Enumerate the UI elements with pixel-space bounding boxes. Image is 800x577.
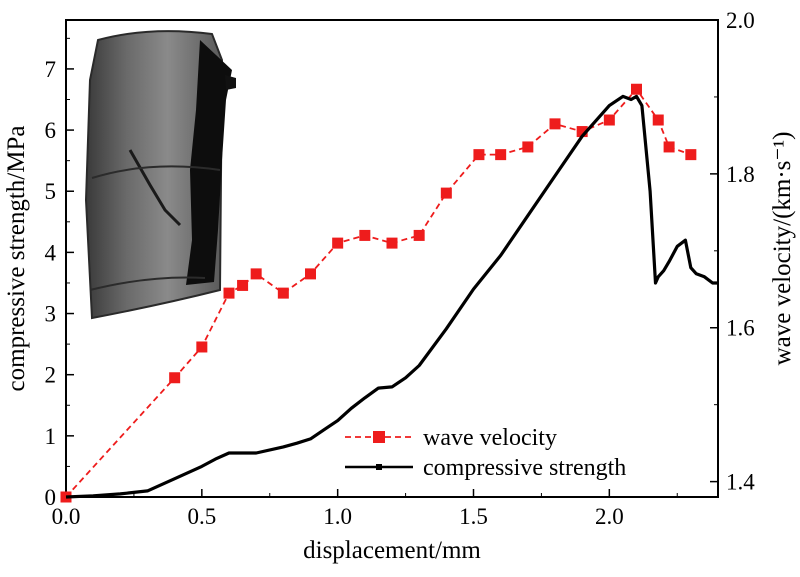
specimen-crack-ring-top [91, 165, 221, 179]
y-left-axis-title: compressive strength/MPa [3, 126, 30, 392]
y-left-tick-label: 1 [45, 424, 57, 449]
plot-layer: 0.0 0.5 1.0 1.5 2.0 0 1 2 3 4 5 6 7 1.4 1.6 1.8 2.0 displ… [3, 8, 796, 564]
wave-velocity-point [652, 114, 664, 126]
specimen-photo [84, 30, 236, 320]
y-right-axis-title: wave velocity/(km·s⁻¹) [769, 132, 796, 366]
y-right-tick-label: 1.4 [726, 470, 755, 495]
wave-velocity-point [576, 126, 588, 138]
wave-velocity-point [631, 83, 642, 95]
wave-velocity-point [386, 237, 398, 249]
y-left-tick-label: 3 [45, 302, 57, 327]
wave-velocity-point [359, 229, 371, 241]
x-tick-label: 1.5 [459, 504, 488, 529]
legend-compressive-strength-label: compressive strength [423, 455, 626, 481]
legend-wave-velocity-marker [373, 431, 385, 443]
wave-velocity-point [522, 141, 534, 153]
wave-velocity-point [305, 268, 316, 280]
wave-velocity-point [413, 229, 425, 241]
wave-velocity-point [277, 287, 289, 299]
wave-velocity-point [196, 341, 208, 353]
wave-velocity-point [663, 141, 675, 153]
wave-velocity-point [549, 118, 561, 130]
wave-velocity-point [223, 287, 235, 299]
legend-compressive-strength-marker [376, 464, 382, 470]
y-left-tick-label: 6 [45, 118, 57, 143]
x-tick-label: 2.0 [595, 504, 624, 529]
y-right-tick-label: 1.8 [726, 162, 755, 187]
y-left-tick-label: 5 [45, 179, 57, 204]
x-axis-title: displacement/mm [303, 537, 481, 564]
compressive-strength-line [65, 94, 718, 499]
wave-velocity-point [473, 149, 485, 161]
y-right-tick-label: 2.0 [726, 8, 755, 33]
y-left-tick-label: 2 [45, 363, 57, 388]
wave-velocity-point [250, 268, 262, 280]
wave-velocity-point [169, 372, 181, 384]
wave-velocity-point [440, 187, 452, 199]
y-left-tick-label: 0 [45, 485, 57, 510]
wave-velocity-point [332, 237, 344, 249]
x-tick-label: 0.5 [187, 504, 216, 529]
wave-velocity-point [603, 114, 615, 126]
specimen-crack-ring-bottom [89, 276, 206, 291]
plot-frame [65, 19, 719, 498]
wave-velocity-point [237, 279, 249, 291]
specimen-chip [225, 75, 236, 90]
x-tick-label: 1.0 [323, 504, 352, 529]
y-left-tick-label: 7 [45, 57, 57, 82]
y-right-tick-label: 1.6 [726, 316, 755, 341]
legend-wave-velocity-label: wave velocity [423, 425, 557, 451]
specimen-crack-main [186, 40, 232, 285]
y-left-tick-label: 4 [45, 240, 57, 265]
x-tick-label: 0.0 [52, 504, 81, 529]
wave-velocity-point [685, 149, 697, 161]
specimen-body [84, 30, 224, 320]
wave-velocity-point [495, 149, 507, 161]
